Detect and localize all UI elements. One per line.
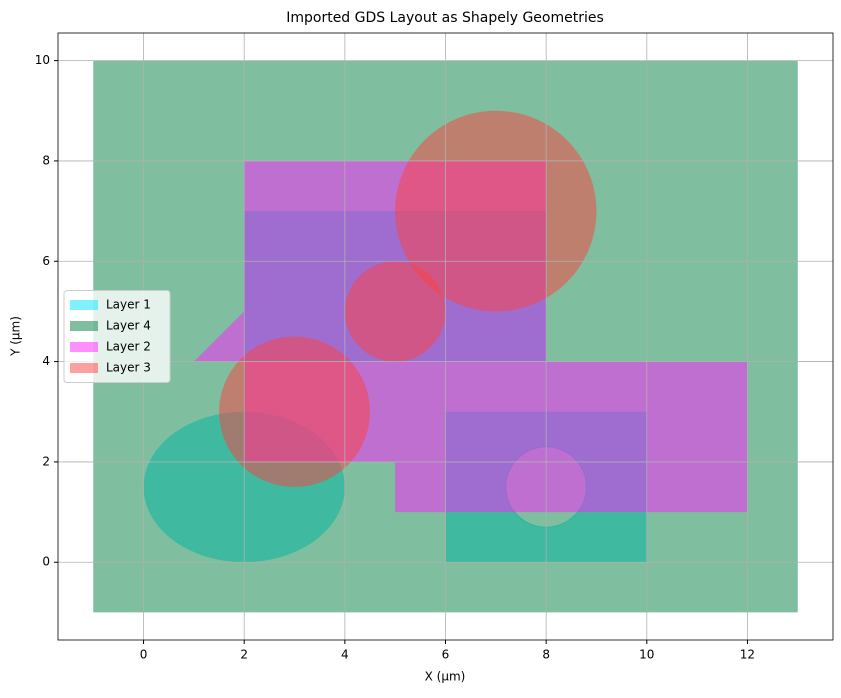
plot-frame [57,32,834,641]
x-tick-label: 4 [341,648,349,662]
legend-box [63,290,171,383]
legend-swatch [70,300,98,310]
layer-circle [219,336,371,487]
x-axis-label: X (µm) [425,670,466,684]
y-tick-label: 0 [42,555,50,569]
y-tick-label: 10 [35,53,50,67]
y-axis-label: Y (µm) [9,316,23,357]
y-tick-label: 4 [42,354,50,368]
y-tick-label: 8 [42,153,50,167]
x-tick-label: 6 [442,648,450,662]
y-tick-label: 2 [42,454,50,468]
legend-label: Layer 2 [106,340,151,354]
x-tick-label: 0 [140,648,148,662]
legend-swatch [70,363,98,373]
y-tick-label: 6 [42,254,50,268]
legend-swatch [70,321,98,331]
x-tick-label: 2 [240,648,248,662]
legend-label: Layer 1 [106,298,151,312]
legend-swatch [70,342,98,352]
x-tick-label: 12 [740,648,755,662]
x-tick-label: 8 [542,648,550,662]
legend-label: Layer 4 [106,319,151,333]
x-tick-label: 10 [639,648,654,662]
legend-label: Layer 3 [106,361,151,375]
layer-circle [344,261,446,362]
chart-title: Imported GDS Layout as Shapely Geometrie… [286,10,604,26]
